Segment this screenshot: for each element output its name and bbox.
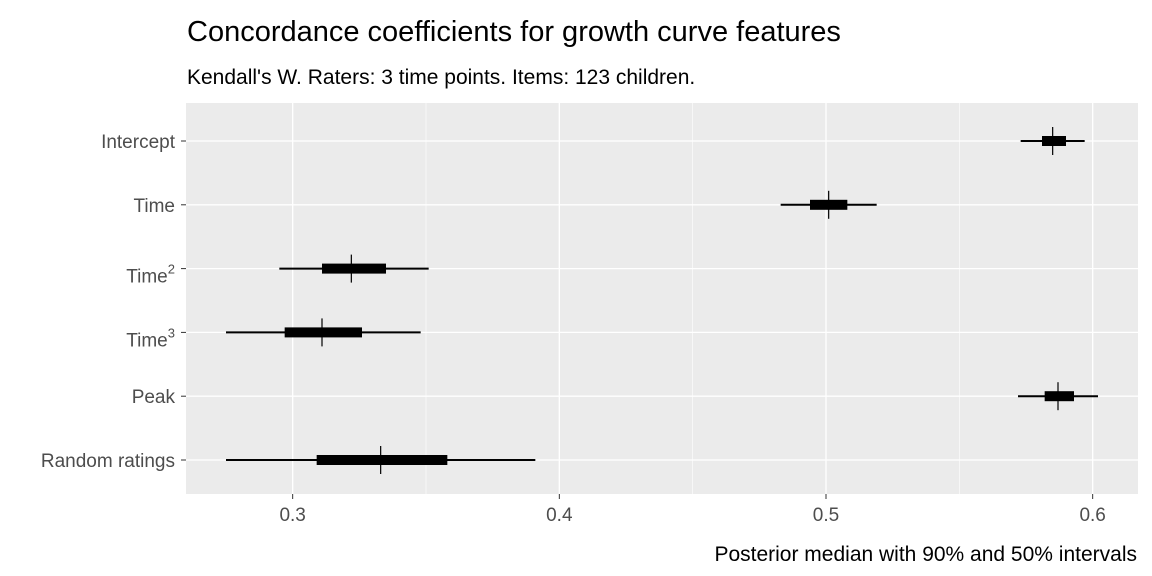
minor-gridlines [425,103,960,494]
interval-3 [279,254,429,283]
y-tick-label: Peak [132,387,176,408]
interval-50-box [322,263,386,274]
y-tick-label: Random ratings [41,451,175,472]
interval-6 [226,446,536,474]
y-axis: Intercept Time Time2 Time3 Peak Random rating… [41,132,186,472]
x-tick-label: 0.4 [546,505,573,526]
chart-title: Concordance coefficients for growth curv… [187,16,841,48]
y-tick-label: Time [133,196,175,217]
x-tick-label: 0.3 [279,505,305,526]
interval-5 [1018,382,1098,411]
interval-50-box [316,455,448,465]
interval-1 [1020,127,1085,155]
plot-panel [186,103,1138,494]
interval-50-box [1044,391,1074,402]
y-tick-label: Intercept [101,132,176,153]
chart-caption: Posterior median with 90% and 50% interv… [714,543,1137,566]
x-tick-label: 0.5 [813,505,839,526]
y-tick-label: Time3 [126,325,175,351]
interval-50-box [284,327,362,338]
interval-2 [780,190,877,219]
y-tick-label: Time2 [126,262,175,288]
x-axis: 0.3 0.4 0.5 0.6 [279,494,1106,526]
x-tick-label: 0.6 [1079,505,1105,526]
interval-4 [226,318,421,347]
interval-marks [226,127,1098,474]
interval-50-box [1042,136,1066,146]
chart-subtitle: Kendall's W. Raters: 3 time points. Item… [187,66,695,89]
